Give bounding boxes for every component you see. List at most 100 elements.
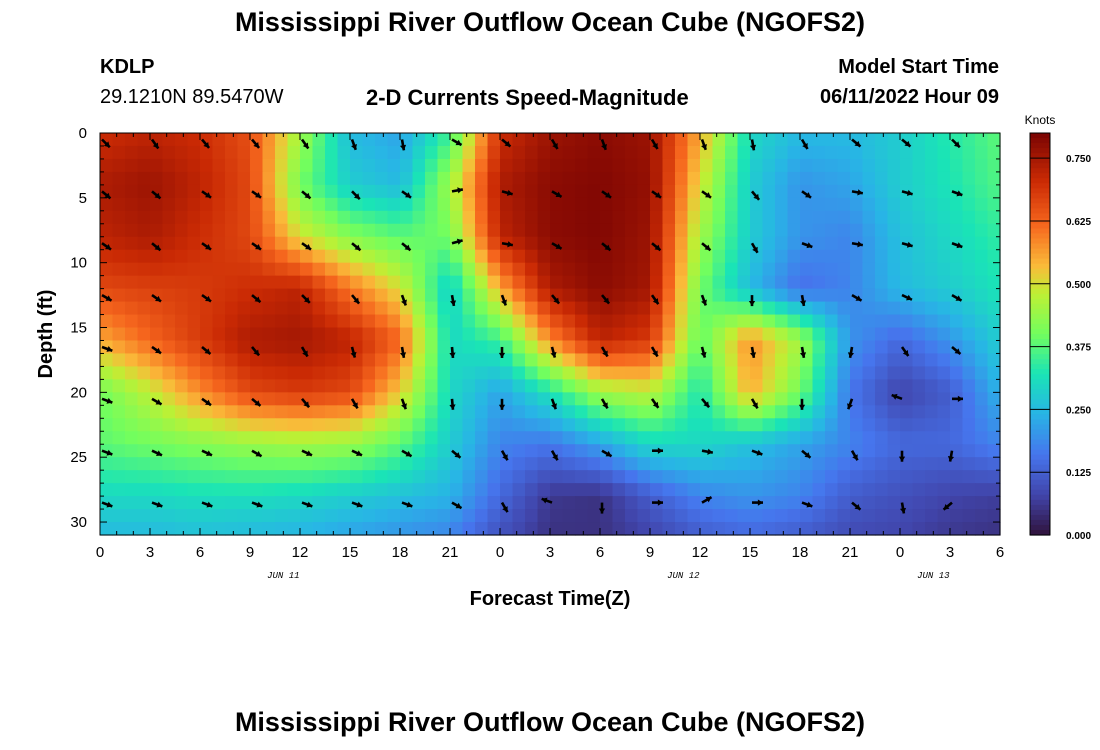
colorbar-segment (1030, 248, 1050, 255)
heatmap-cell (712, 470, 726, 484)
heatmap-cell (750, 327, 764, 342)
heatmap-cell (312, 353, 326, 368)
current-arrow (401, 501, 413, 508)
heatmap-cell (550, 210, 564, 225)
heatmap-cell (637, 236, 651, 251)
heatmap-cell (912, 301, 926, 316)
heatmap-cell (250, 392, 264, 406)
heatmap-cell (600, 262, 614, 277)
heatmap-cell (725, 171, 739, 186)
heatmap-cell (725, 405, 739, 419)
heatmap-cell (275, 431, 289, 445)
heatmap-cell (237, 171, 251, 186)
heatmap-cell (300, 184, 314, 199)
heatmap-cell (762, 288, 776, 303)
heatmap-cell (762, 262, 776, 277)
heatmap-cell (475, 327, 489, 342)
current-arrow (401, 190, 412, 199)
heatmap-cell (475, 340, 489, 355)
heatmap-cell (300, 405, 314, 419)
heatmap-cell (100, 509, 114, 523)
heatmap-cell (200, 353, 214, 368)
heatmap-cell (325, 262, 339, 277)
heatmap-cell (487, 184, 501, 199)
heatmap-cell (787, 457, 801, 471)
heatmap-cell (462, 509, 476, 523)
heatmap-cell (125, 288, 139, 303)
heatmap-cell (325, 340, 339, 355)
heatmap-cell (312, 483, 326, 497)
heatmap-cell (700, 236, 714, 251)
current-arrow (898, 450, 906, 462)
heatmap-cell (575, 197, 589, 212)
heatmap-cell (350, 405, 364, 419)
heatmap-cell (350, 327, 364, 342)
heatmap-cell (987, 236, 1001, 251)
heatmap-cell (575, 301, 589, 316)
heatmap-cell (962, 210, 976, 225)
heatmap-cell (150, 314, 164, 329)
heatmap-cell (362, 314, 376, 329)
heatmap-cell (275, 171, 289, 186)
heatmap-cell (425, 353, 439, 368)
heatmap-cell (150, 171, 164, 186)
heatmap-cell (712, 340, 726, 355)
current-arrow (551, 190, 563, 198)
heatmap-cell (387, 133, 401, 147)
heatmap-cell (625, 509, 639, 523)
heatmap-cell (925, 210, 939, 225)
heatmap-cell (287, 366, 301, 380)
heatmap-cell (662, 457, 676, 471)
heatmap-cell (825, 353, 839, 368)
heatmap-cell (187, 301, 201, 316)
heatmap-cell (250, 301, 264, 316)
heatmap-cell (962, 223, 976, 238)
heatmap-cell (225, 457, 239, 471)
heatmap-cell (462, 327, 476, 342)
heatmap-cell (662, 262, 676, 277)
heatmap-cell (112, 509, 126, 523)
heatmap-cell (662, 444, 676, 458)
heatmap-cell (350, 145, 364, 160)
heatmap-cell (375, 457, 389, 471)
heatmap-cell (425, 197, 439, 212)
heatmap-cell (637, 470, 651, 484)
heatmap-cell (737, 483, 751, 497)
heatmap-cell (500, 522, 514, 536)
heatmap-cell (187, 133, 201, 147)
heatmap-cell (562, 171, 576, 186)
heatmap-cell (650, 301, 664, 316)
heatmap-cell (762, 133, 776, 147)
heatmap-cell (312, 418, 326, 432)
heatmap-cell (725, 288, 739, 303)
heatmap-cell (400, 366, 414, 380)
heatmap-cell (825, 210, 839, 225)
heatmap-cell (812, 262, 826, 277)
heatmap-cell (262, 509, 276, 523)
heatmap-cell (187, 158, 201, 173)
heatmap-cell (125, 457, 139, 471)
heatmap-cell (562, 444, 576, 458)
heatmap-cell (175, 457, 189, 471)
heatmap-cell (712, 262, 726, 277)
heatmap-cell (275, 327, 289, 342)
heatmap-cell (212, 262, 226, 277)
heatmap-cell (187, 288, 201, 303)
heatmap-cell (600, 158, 614, 173)
station-coordinates: 29.1210N 89.5470W (100, 86, 284, 108)
heatmap-cell (950, 249, 964, 264)
heatmap-cell (162, 418, 176, 432)
heatmap-cell (850, 353, 864, 368)
heatmap-cell (150, 249, 164, 264)
heatmap-cell (612, 392, 626, 406)
heatmap-cell (312, 301, 326, 316)
heatmap-cell (425, 210, 439, 225)
heatmap-cell (475, 171, 489, 186)
heatmap-cell (775, 496, 789, 510)
heatmap-cell (637, 483, 651, 497)
heatmap-cell (287, 431, 301, 445)
heatmap-cell (562, 288, 576, 303)
heatmap-cell (887, 444, 901, 458)
heatmap-cell (762, 184, 776, 199)
heatmap-cell (250, 275, 264, 290)
